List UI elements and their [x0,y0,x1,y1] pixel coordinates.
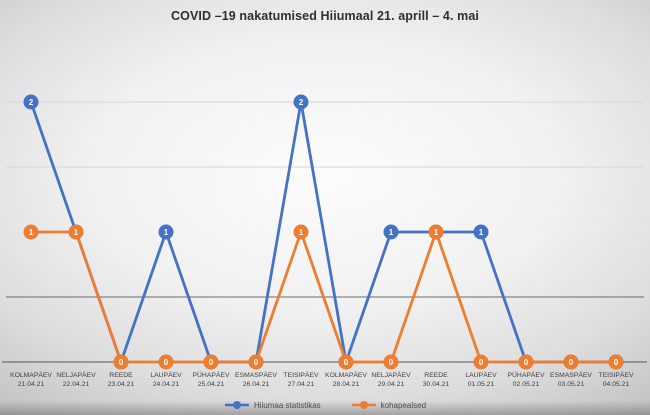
x-axis-label-day: PÜHAPÄEV [507,371,544,379]
x-axis-label-date: 22.04.21 [63,381,90,388]
data-point-label: 0 [524,358,529,367]
legend-label: Hiiumaa statistikas [253,400,321,410]
data-point-marker [158,224,174,240]
x-axis-label-day: REEDE [109,372,133,379]
data-point-marker [608,354,624,370]
data-point-label: 0 [569,358,574,367]
x-axis-label-date: 29.04.21 [378,381,405,388]
x-axis-label-date: 27.04.21 [288,381,315,388]
data-point-marker [293,94,309,110]
data-point-label: 2 [299,98,304,107]
data-point-label: 1 [299,228,304,237]
data-point-label: 1 [434,228,439,237]
data-point-marker [473,224,489,240]
x-axis-label-day: KOLMAPÄEV [325,371,367,379]
legend-item-kohapealsed: kohapealsed [351,400,426,410]
x-axis-label-date: 28.04.21 [333,381,360,388]
data-point-label: 1 [164,228,169,237]
data-point-marker [68,224,84,240]
x-axis-label-day: LAUPÄEV [150,371,182,379]
data-point-marker [23,94,39,110]
data-point-marker [293,224,309,240]
x-axis-label-day: ESMASPÄEV [235,371,277,379]
data-point-label: 1 [389,228,394,237]
data-point-marker [203,354,219,370]
x-axis-label-day: NELJAPÄEV [56,371,96,379]
legend-label: kohapealsed [380,400,427,410]
data-point-label: 0 [209,358,214,367]
x-axis-label-day: KOLMAPÄEV [10,371,52,379]
data-point-marker [383,354,399,370]
data-point-marker [428,224,444,240]
data-point-label: 0 [254,358,259,367]
data-point-marker [113,354,129,370]
data-point-marker [158,354,174,370]
x-axis-label-date: 30.04.21 [423,381,450,388]
x-axis-label-date: 25.04.21 [198,381,225,388]
x-axis-label-day: ESMASPÄEV [550,371,592,379]
data-point-label: 0 [479,358,484,367]
x-axis-label-date: 26.04.21 [243,381,270,388]
data-point-marker [563,354,579,370]
x-axis-label-day: TEISIPÄEV [283,371,319,379]
legend-line-marker-icon [224,401,249,409]
data-point-label: 0 [389,358,394,367]
data-point-label: 0 [164,358,169,367]
x-axis-label-date: 21.04.21 [18,381,45,388]
legend-line-marker-icon [351,401,376,409]
data-point-marker [248,354,264,370]
x-axis-label-day: LAUPÄEV [465,371,497,379]
x-axis-label-date: 03.05.21 [558,381,585,388]
x-axis-label-date: 04.05.21 [603,381,630,388]
legend-item-hiiumaa-statistikas: Hiiumaa statistikas [224,400,321,410]
data-point-label: 2 [29,98,34,107]
x-axis-label-date: 02.05.21 [513,381,540,388]
data-point-label: 0 [344,358,349,367]
data-point-marker [338,354,354,370]
x-axis-label-day: REEDE [424,372,448,379]
data-point-marker [518,354,534,370]
data-point-marker [473,354,489,370]
chart-title: COVID –19 nakatumised Hiiumaal 21. april… [171,9,479,23]
data-point-label: 0 [119,358,124,367]
series-line-0 [29,100,618,364]
x-axis-label-date: 01.05.21 [468,381,495,388]
x-axis-label-date: 23.04.21 [108,381,135,388]
data-point-marker [23,224,39,240]
data-point-label: 1 [479,228,484,237]
chart-legend: Hiiumaa statistikas kohapealsed [0,400,650,410]
data-point-marker [383,224,399,240]
x-axis-label-date: 24.04.21 [153,381,180,388]
x-axis-label-day: NELJAPÄEV [371,371,411,379]
data-point-label: 1 [74,228,79,237]
data-point-label: 1 [29,228,34,237]
data-point-label: 0 [614,358,619,367]
x-axis-label-day: TEISIPÄEV [598,371,634,379]
x-axis-label-day: PÜHAPÄEV [192,371,229,379]
